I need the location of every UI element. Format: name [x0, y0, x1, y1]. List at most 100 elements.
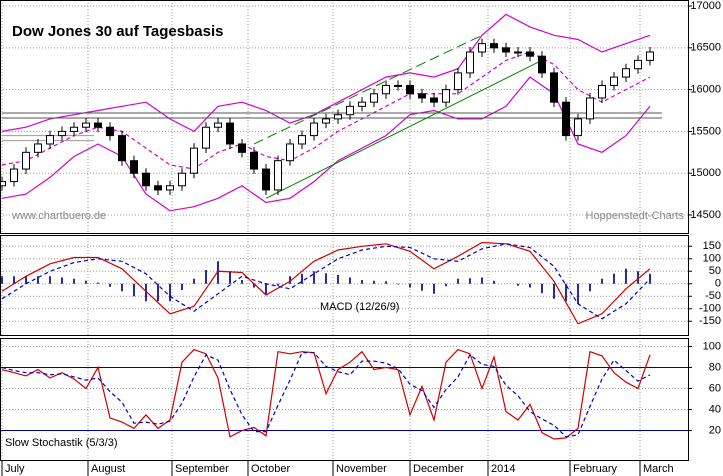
candle-body — [10, 168, 18, 183]
candle-body — [0, 181, 6, 187]
histogram-bar — [301, 273, 303, 284]
histogram-bar — [457, 278, 459, 284]
candle-body — [358, 101, 366, 107]
histogram-bar — [169, 283, 171, 302]
candle-body — [514, 51, 522, 54]
candle-body — [562, 101, 570, 137]
candle-body — [454, 72, 462, 91]
histogram-bar — [181, 283, 183, 290]
y-tick-label: 80 — [709, 361, 721, 373]
chart-title: Dow Jones 30 auf Tagesbasis — [12, 23, 223, 40]
candle-body — [478, 43, 486, 53]
stochastic-frame — [0, 338, 689, 461]
x-tick-label: March — [643, 463, 674, 475]
y-tick-label: 16500 — [690, 42, 721, 54]
histogram-bar — [493, 280, 495, 284]
histogram-bar — [637, 271, 639, 284]
candle-body — [274, 160, 282, 191]
histogram-bar — [565, 283, 567, 302]
histogram-bar — [289, 276, 291, 284]
candle-body — [286, 143, 294, 162]
y-tick-label: 0 — [715, 278, 721, 290]
bollinger-middle — [1, 51, 651, 170]
x-tick-label: August — [91, 463, 125, 475]
candle-body — [250, 151, 258, 170]
candle-body — [394, 84, 402, 87]
candle-body — [406, 84, 414, 95]
x-tick-label: October — [251, 463, 290, 475]
candle-body — [94, 122, 102, 128]
histogram-bar — [517, 283, 519, 286]
candle-body — [598, 84, 606, 99]
candle-body — [574, 118, 582, 137]
histogram-bar — [73, 278, 75, 284]
candle-body — [214, 122, 222, 128]
x-tick-label: February — [573, 463, 618, 475]
candle-body — [586, 97, 594, 120]
histogram-bar — [601, 278, 603, 284]
candle-body — [346, 105, 354, 116]
histogram-bar — [37, 276, 39, 284]
macd-label: MACD (12/26/9) — [320, 301, 399, 313]
histogram-bar — [529, 283, 531, 288]
x-tick-label: 2014 — [491, 463, 515, 475]
histogram-bar — [349, 277, 351, 284]
candle-body — [46, 135, 54, 145]
histogram-bar — [109, 283, 111, 287]
x-tick-label: December — [413, 463, 464, 475]
histogram-bar — [1, 276, 3, 284]
x-tick-label: September — [175, 463, 229, 475]
y-tick-label: 15500 — [690, 125, 721, 137]
candle-body — [70, 126, 78, 132]
candle-body — [202, 126, 210, 149]
candle-body — [130, 160, 138, 174]
candle-body — [106, 126, 114, 137]
stochastic-line — [1, 352, 651, 438]
histogram-bar — [433, 283, 435, 294]
bollinger-upper — [1, 13, 651, 133]
y-tick-label: 40 — [709, 403, 721, 415]
histogram-bar — [541, 283, 543, 294]
histogram-bar — [229, 271, 231, 284]
y-tick-label: 100 — [703, 253, 721, 265]
watermark: Hoppenstedt-Charts — [586, 210, 685, 222]
bollinger-lower — [1, 76, 651, 212]
candle-body — [610, 76, 618, 86]
histogram-bar — [445, 283, 447, 287]
histogram-bar — [589, 283, 591, 292]
candle-body — [634, 59, 642, 70]
histogram-bar — [265, 283, 267, 295]
candle-body — [490, 43, 498, 49]
candle-body — [322, 118, 330, 124]
stochastic-line — [1, 348, 651, 440]
histogram-bar — [361, 280, 363, 284]
histogram-bar — [373, 280, 375, 284]
histogram-bar — [217, 261, 219, 284]
y-tick-label: 60 — [709, 382, 721, 394]
macd-line — [1, 241, 651, 325]
candle-body — [118, 135, 126, 162]
histogram-bar — [277, 283, 279, 286]
candle-body — [442, 89, 450, 103]
candle-body — [418, 93, 426, 99]
histogram-bar — [61, 277, 63, 284]
histogram-bar — [613, 273, 615, 284]
histogram-bar — [553, 283, 555, 299]
y-tick-label: 15000 — [690, 167, 721, 179]
y-tick-label: 14500 — [690, 209, 721, 221]
y-tick-label: -50 — [705, 290, 721, 302]
histogram-bar — [481, 277, 483, 284]
macd-line — [1, 243, 651, 320]
candle-body — [226, 122, 234, 145]
macd-panel — [0, 235, 688, 335]
stochastic-label: Slow Stochastik (5/3/3) — [5, 437, 118, 449]
candle-body — [262, 168, 270, 191]
histogram-bar — [241, 280, 243, 284]
candle-body — [82, 122, 90, 128]
candle-body — [466, 51, 474, 74]
candle-body — [166, 185, 174, 191]
candle-body — [382, 84, 390, 95]
histogram-bar — [325, 273, 327, 284]
